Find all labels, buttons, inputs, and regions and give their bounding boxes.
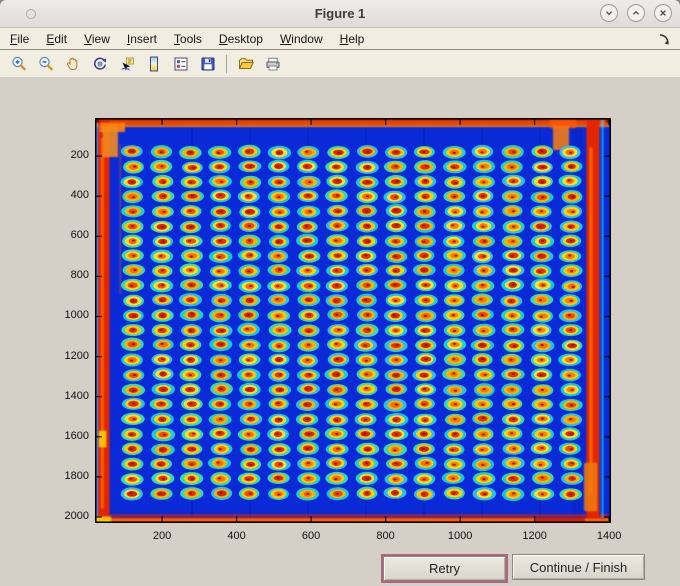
image-background (95, 118, 611, 523)
x-tick-label: 1200 (522, 530, 547, 542)
zoom-in-icon (11, 56, 26, 70)
y-tick-label: 1600 (64, 429, 89, 442)
figure-canvas: Retry Continue / Finish 200 400 600 800 1000… (0, 77, 680, 586)
x-tick-label: 600 (301, 530, 321, 542)
colorbar-icon (149, 56, 158, 71)
y-tick-label: 1800 (64, 469, 89, 482)
axes-plot[interactable] (95, 118, 611, 523)
well-plate-image (95, 118, 611, 523)
menu-item-tools[interactable]: Tools (173, 31, 202, 46)
menu-item-edit[interactable]: Edit (46, 31, 68, 46)
menu-item-view[interactable]: View (84, 31, 110, 46)
plate-edge-glow (95, 118, 611, 523)
titlebar: Figure 1 (0, 0, 680, 28)
y-tick-label: 600 (70, 229, 89, 242)
toolbar-pan-button[interactable] (60, 52, 85, 75)
window-menu-icon[interactable] (26, 9, 36, 19)
maximize-button[interactable] (627, 4, 645, 22)
minimize-button[interactable] (600, 4, 618, 22)
toolbar-data-cursor-button[interactable] (114, 52, 139, 75)
continue-finish-button[interactable]: Continue / Finish (512, 554, 645, 580)
chevron-up-icon (632, 10, 640, 15)
toolbar-colorbar-button[interactable] (141, 52, 166, 75)
axes-border (95, 118, 611, 523)
menu-item-file[interactable]: File (10, 31, 30, 46)
menu-item-desktop[interactable]: Desktop (218, 31, 263, 46)
toolbar-print-button[interactable] (260, 52, 285, 75)
close-icon (660, 10, 666, 16)
rotate-3d-icon (93, 57, 106, 70)
pan-icon (66, 57, 77, 70)
toolbar-zoom-in-button[interactable] (6, 52, 31, 75)
x-tick-label: 800 (376, 530, 395, 542)
y-tick-label: 1200 (64, 349, 89, 362)
legend-icon (174, 57, 187, 70)
window-title: Figure 1 (314, 6, 366, 21)
well-dots (120, 144, 584, 501)
toolbar-separator (226, 54, 227, 73)
retry-button[interactable]: Retry (383, 556, 506, 581)
y-tick-label: 400 (70, 189, 89, 202)
y-tick-label: 1400 (64, 389, 89, 402)
menu-item-help[interactable]: Help (339, 31, 365, 46)
data-cursor-icon (120, 57, 134, 71)
toolbar (0, 50, 680, 78)
tick-marks (96, 119, 610, 522)
print-icon (266, 57, 279, 70)
menu-bar: File Edit View Insert Tools Desktop Window Help (0, 28, 680, 50)
chevron-down-icon (605, 11, 613, 16)
y-tick-label: 800 (70, 269, 89, 282)
y-tick-label: 1000 (64, 309, 89, 322)
x-tick-label: 1000 (447, 530, 473, 542)
open-icon (238, 57, 254, 69)
x-tick-label: 400 (227, 530, 246, 542)
x-tick-label: 200 (152, 530, 172, 542)
y-tick-label: 2000 (64, 509, 89, 522)
y-tick-label: 200 (70, 149, 89, 162)
menu-item-insert[interactable]: Insert (126, 31, 157, 46)
zoom-out-icon (38, 56, 53, 70)
toolbar-open-button[interactable] (233, 52, 258, 75)
toolbar-save-button[interactable] (195, 52, 220, 75)
x-tick-label: 1400 (596, 530, 622, 542)
menu-item-window[interactable]: Window (279, 31, 323, 46)
menu-items: File Edit View Insert Tools Desktop Window Help (10, 32, 381, 46)
window-controls (600, 4, 672, 22)
save-icon (201, 57, 214, 70)
toolbar-zoom-out-button[interactable] (33, 52, 58, 75)
toolbar-legend-button[interactable] (168, 52, 193, 75)
toolbar-rotate-3d-button[interactable] (87, 52, 112, 75)
dock-figure-icon[interactable] (657, 32, 671, 46)
close-button[interactable] (654, 4, 672, 22)
